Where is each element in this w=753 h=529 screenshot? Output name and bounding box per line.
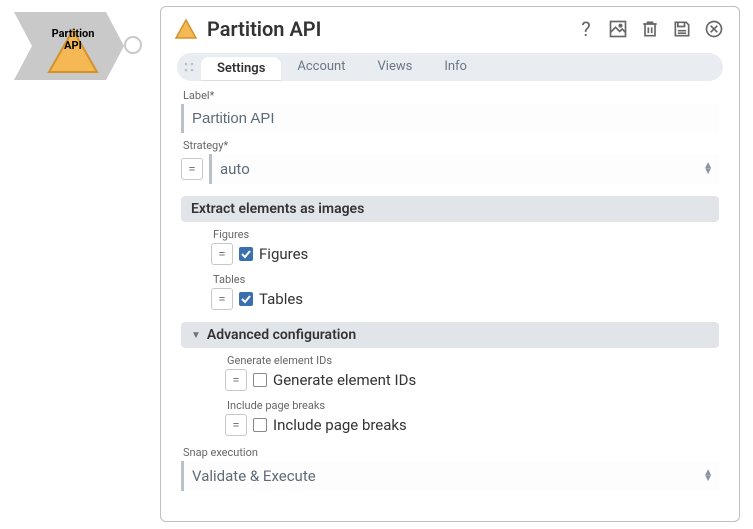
expression-toggle[interactable]: = [211, 243, 233, 265]
panel-header: Partition API ? [161, 7, 739, 49]
tab-info[interactable]: Info [428, 55, 483, 79]
strategy-select[interactable]: auto ▲▼ [209, 154, 719, 184]
trash-icon[interactable] [639, 18, 661, 40]
strategy-field-name: Strategy* [183, 139, 719, 152]
genids-checkbox[interactable] [253, 373, 267, 387]
section-adv-title: Advanced configuration [207, 327, 356, 343]
node-label: PartitionAPI [36, 28, 110, 52]
figures-label: Figures [259, 245, 308, 263]
tables-label: Tables [259, 290, 303, 308]
config-panel: Partition API ? Settings Account Views I… [160, 6, 740, 522]
section-extract-header[interactable]: Extract elements as images [181, 196, 719, 222]
tab-views[interactable]: Views [362, 55, 429, 79]
chevron-updown-icon: ▲▼ [703, 163, 713, 175]
label-field-name: Label* [183, 89, 719, 102]
snap-execution-select[interactable]: Validate & Execute ▲▼ [181, 461, 719, 491]
breaks-checkbox[interactable] [253, 418, 267, 432]
panel-body: Label* Strategy* = auto ▲▼ Extract eleme… [161, 89, 739, 505]
tab-settings[interactable]: Settings [201, 57, 281, 81]
tab-account[interactable]: Account [281, 55, 361, 79]
expression-toggle[interactable]: = [211, 288, 233, 310]
output-port[interactable] [124, 36, 142, 54]
expression-toggle[interactable]: = [225, 369, 247, 391]
expression-toggle[interactable]: = [181, 158, 203, 180]
tables-field-name: Tables [213, 273, 719, 286]
panel-title: Partition API [207, 17, 575, 41]
expression-toggle[interactable]: = [225, 414, 247, 436]
section-extract-title: Extract elements as images [191, 201, 364, 217]
chevron-down-icon: ▼ [191, 330, 201, 341]
tab-bar: Settings Account Views Info [177, 53, 723, 81]
figures-checkbox[interactable] [239, 247, 253, 261]
image-icon[interactable] [607, 18, 629, 40]
help-icon[interactable]: ? [575, 18, 597, 40]
snap-execution-value: Validate & Execute [192, 467, 316, 485]
genids-label: Generate element IDs [273, 371, 416, 389]
genids-field-name: Generate element IDs [227, 354, 719, 367]
close-icon[interactable] [703, 18, 725, 40]
breaks-field-name: Include page breaks [227, 399, 719, 412]
triangle-icon [175, 19, 197, 39]
section-adv-header[interactable]: ▼ Advanced configuration [181, 322, 719, 348]
save-icon[interactable] [671, 18, 693, 40]
chevron-updown-icon: ▲▼ [703, 470, 713, 482]
snap-field-name: Snap execution [183, 446, 719, 459]
strategy-value: auto [220, 160, 250, 178]
snap-node[interactable]: PartitionAPI [14, 12, 136, 80]
grip-icon[interactable] [181, 59, 197, 75]
tables-checkbox[interactable] [239, 292, 253, 306]
label-input[interactable] [181, 104, 719, 133]
figures-field-name: Figures [213, 228, 719, 241]
breaks-label: Include page breaks [273, 416, 407, 434]
